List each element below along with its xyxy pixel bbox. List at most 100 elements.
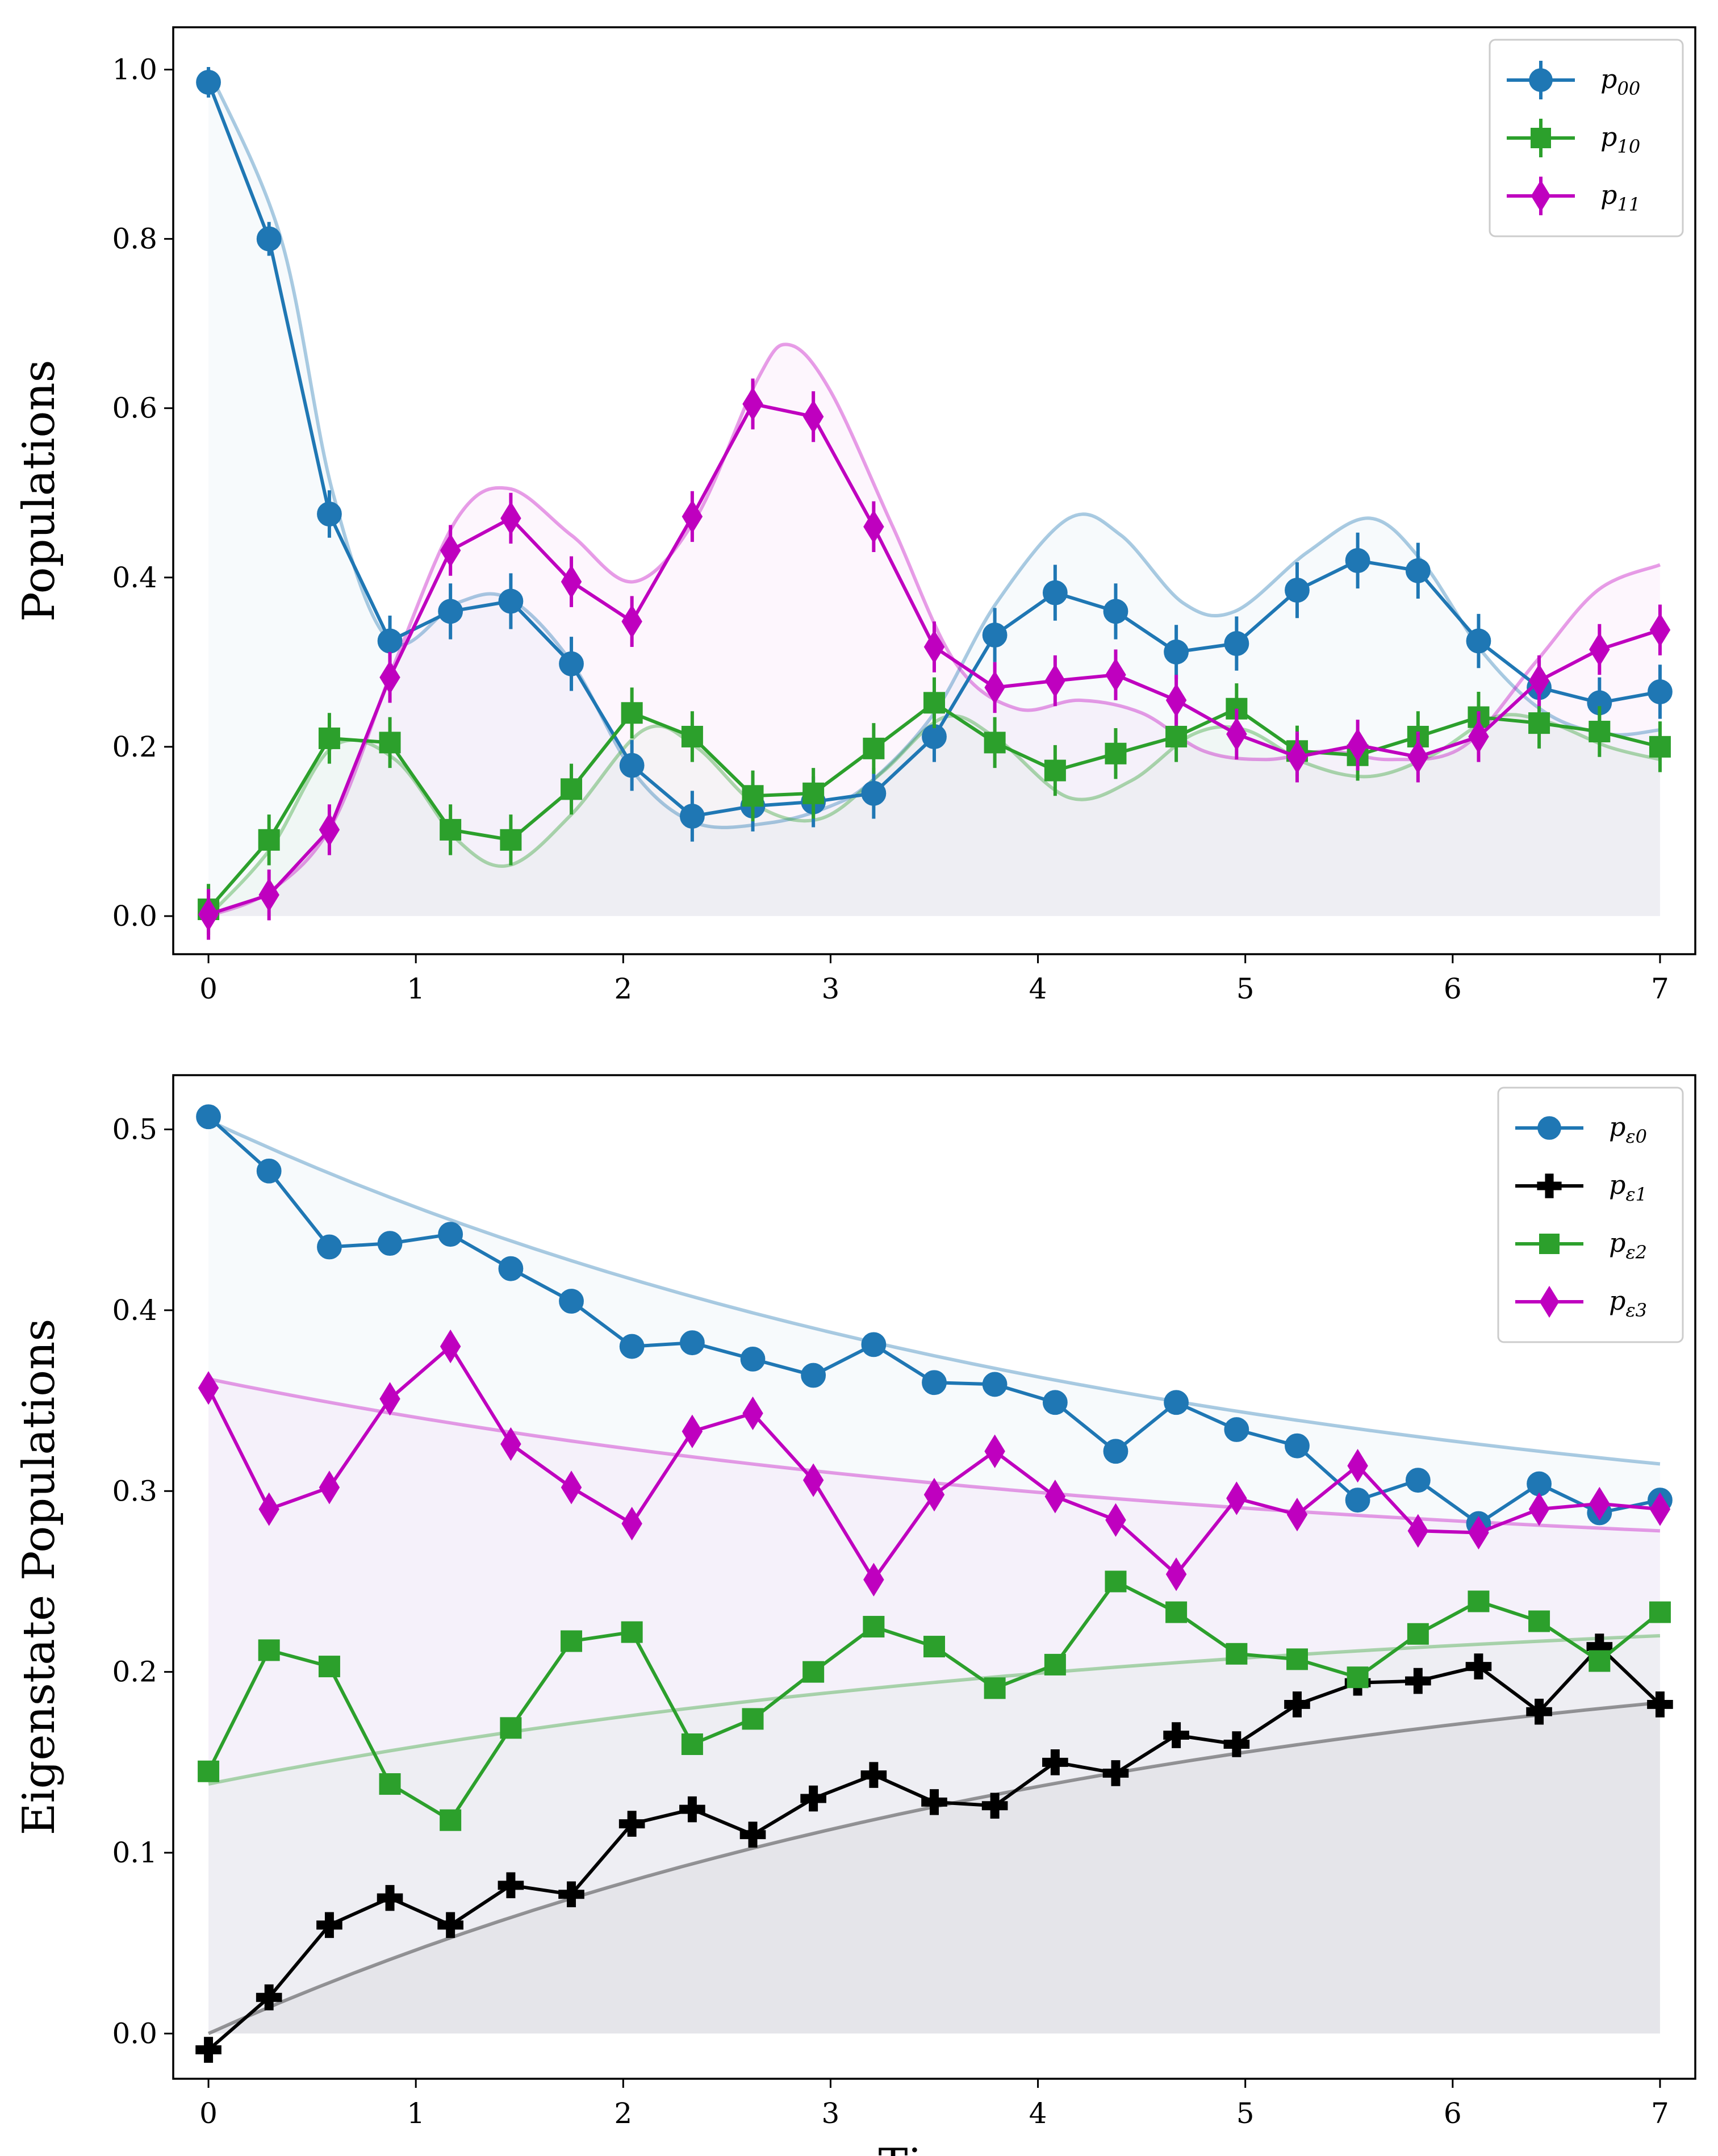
data-point xyxy=(1102,1760,1129,1786)
axes-frame xyxy=(172,1074,1696,2080)
data-point xyxy=(1165,725,1188,747)
series-1-0 xyxy=(196,1104,1673,1536)
data-point xyxy=(256,1984,282,2011)
data-point xyxy=(619,753,645,778)
axes-frame xyxy=(172,26,1696,955)
data-point xyxy=(923,630,945,664)
data-point xyxy=(1226,1481,1247,1515)
data-point xyxy=(316,1912,342,1938)
data-point xyxy=(379,1382,400,1416)
data-point xyxy=(440,818,462,841)
data-point xyxy=(1103,599,1128,624)
data-point xyxy=(558,1881,584,1908)
data-point xyxy=(559,651,584,676)
data-point xyxy=(438,599,463,624)
data-point xyxy=(438,1222,463,1247)
data-point xyxy=(1405,558,1431,583)
data-point xyxy=(318,1656,340,1678)
y-tick-label: 0.4 xyxy=(112,1294,157,1327)
data-point xyxy=(984,1677,1006,1699)
data-point xyxy=(863,1562,884,1597)
data-point xyxy=(319,1470,340,1505)
x-tick-label: 6 xyxy=(1444,2097,1462,2130)
data-point xyxy=(1589,721,1611,743)
data-point xyxy=(742,387,763,421)
fit-line-0-2 xyxy=(207,342,1661,918)
x-tick-label: 2 xyxy=(614,2097,632,2130)
data-point xyxy=(984,670,1005,705)
y-tick-label: 0.0 xyxy=(112,900,157,933)
data-point xyxy=(1286,1648,1308,1670)
data-point xyxy=(1286,1498,1308,1532)
data-point xyxy=(861,780,887,806)
data-point xyxy=(561,1470,582,1505)
data-point xyxy=(1224,631,1249,656)
legend-label-subscript: 10 xyxy=(1617,136,1640,157)
data-point xyxy=(1405,1668,1431,1694)
data-point xyxy=(1044,1480,1066,1514)
data-point xyxy=(1527,1471,1552,1497)
data-point xyxy=(377,1885,403,1911)
x-tick-label: 0 xyxy=(199,972,218,1005)
x-tick-label: 7 xyxy=(1651,972,1669,1005)
legend-marker xyxy=(1537,1173,1562,1198)
data-point xyxy=(256,226,282,252)
y-axis-label: Eigenstate Populations xyxy=(14,1319,65,1836)
data-point xyxy=(802,782,825,804)
data-point xyxy=(680,1330,705,1356)
data-point xyxy=(1103,1439,1128,1464)
data-point xyxy=(1407,1514,1429,1548)
data-point xyxy=(800,1785,826,1812)
data-point xyxy=(196,69,221,95)
data-point xyxy=(440,533,461,567)
data-point xyxy=(982,622,1008,648)
data-point xyxy=(1164,1390,1189,1415)
data-point xyxy=(621,1506,642,1541)
y-tick-label: 0.6 xyxy=(112,392,157,425)
data-point xyxy=(921,1789,947,1815)
y-tick-label: 0.2 xyxy=(112,730,157,763)
fit-line-1-0 xyxy=(207,1118,1661,1466)
data-point xyxy=(498,588,524,614)
x-tick-label: 1 xyxy=(407,972,425,1005)
data-point xyxy=(258,878,279,912)
data-point xyxy=(561,1630,583,1652)
x-tick-label: 2 xyxy=(614,972,632,1005)
y-tick-label: 0.8 xyxy=(112,223,157,256)
y-tick-label: 1.0 xyxy=(112,53,157,86)
data-point xyxy=(1648,679,1673,704)
data-point xyxy=(863,737,885,759)
data-point xyxy=(1465,1653,1492,1679)
legend-marker xyxy=(1531,179,1551,212)
data-point xyxy=(1223,1731,1250,1757)
legend-label-subscript: ε1 xyxy=(1625,1184,1647,1205)
data-point xyxy=(679,1796,705,1823)
data-point xyxy=(1649,736,1671,758)
data-point xyxy=(742,785,764,807)
y-tick-label: 0.2 xyxy=(112,1656,157,1689)
data-point xyxy=(1044,1653,1066,1676)
data-point xyxy=(1528,712,1550,734)
data-point xyxy=(802,1661,825,1683)
data-point xyxy=(621,1621,643,1643)
x-tick-label: 5 xyxy=(1236,972,1255,1005)
data-point xyxy=(621,604,642,638)
data-point xyxy=(863,1616,885,1638)
x-tick-label: 4 xyxy=(1029,2097,1047,2130)
data-point xyxy=(1405,1468,1431,1493)
data-point xyxy=(1647,1691,1673,1718)
data-point xyxy=(1285,578,1310,603)
data-point xyxy=(1649,1601,1671,1623)
legend-marker xyxy=(1531,128,1551,148)
legend-marker xyxy=(1539,1234,1560,1254)
fit-line-1-2 xyxy=(208,1634,1661,1786)
data-point xyxy=(923,1636,945,1658)
data-point xyxy=(1468,1515,1489,1550)
data-point xyxy=(1164,640,1189,665)
data-point xyxy=(742,1396,763,1431)
data-point xyxy=(258,1492,279,1526)
data-point xyxy=(1589,1650,1611,1672)
x-tick-label: 6 xyxy=(1444,972,1462,1005)
data-point xyxy=(379,732,401,754)
